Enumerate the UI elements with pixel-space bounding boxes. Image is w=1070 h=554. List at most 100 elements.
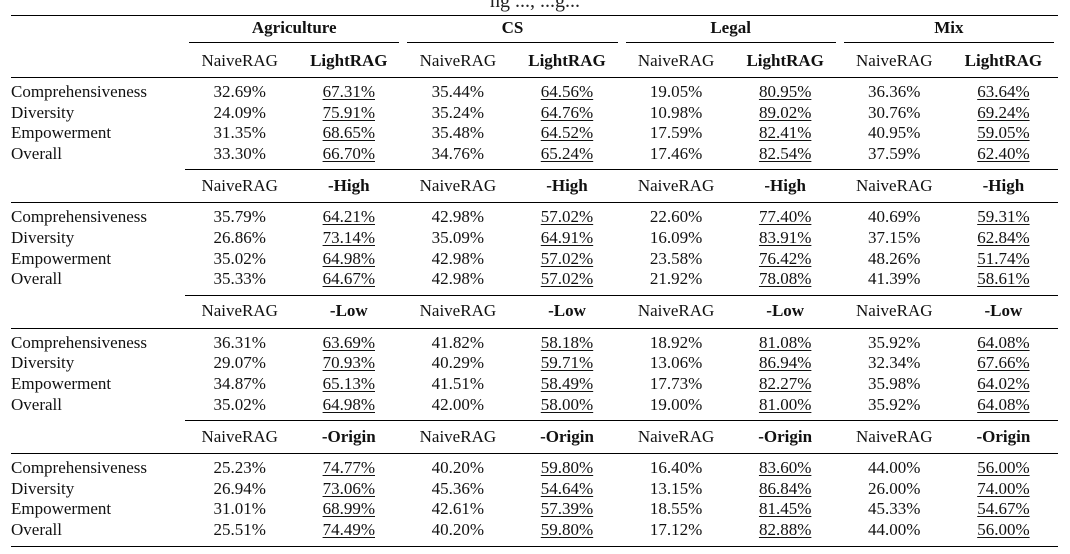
winner-value: 82.88% <box>758 519 812 539</box>
winner-value-cell: 80.95% <box>731 78 840 103</box>
metric-label: Empowerment <box>11 248 112 268</box>
winner-value-cell: 56.00% <box>948 519 1058 547</box>
baseline-value-cell: 25.23% <box>213 458 266 478</box>
winner-value-cell: 86.94% <box>731 353 840 374</box>
table-row: Empowerment 31.01% 68.99% 42.61% 57.39% 18.55… <box>11 499 1058 520</box>
winner-value: 77.40% <box>758 207 812 227</box>
metric-label: Empowerment <box>11 123 112 143</box>
baseline-value-cell: 35.09% <box>431 227 485 247</box>
baseline-value-cell: 13.15% <box>649 478 703 498</box>
winner-value: 56.00% <box>977 458 1030 478</box>
table-row: Overall 33.30% 66.70% 34.76% 65.24% 17.46% 82.… <box>11 144 1058 170</box>
variant-label: -Origin <box>512 420 622 455</box>
baseline-value-cell: 40.20% <box>431 458 485 478</box>
winner-value: 64.21% <box>322 207 375 227</box>
baseline-value-cell: 42.98% <box>431 269 485 289</box>
variant-label: LightRAG <box>948 45 1058 78</box>
baseline-value-cell: 44.00% <box>868 458 921 478</box>
baseline-value-cell: 18.55% <box>649 499 703 519</box>
baseline-value-cell: 22.60% <box>649 207 703 227</box>
winner-value: 59.71% <box>540 353 594 373</box>
variant-label: -Origin <box>730 420 840 455</box>
baseline-label: NaiveRAG <box>621 294 731 329</box>
baseline-label: NaiveRAG <box>839 294 949 329</box>
winner-value-cell: 65.24% <box>512 144 621 170</box>
winner-value: 78.08% <box>758 269 812 289</box>
winner-value: 64.56% <box>540 82 594 101</box>
baseline-value-cell: 16.09% <box>649 227 703 247</box>
caption-fragment: ng ..., ...g... <box>490 0 580 12</box>
winner-value-cell: 64.08% <box>949 395 1058 421</box>
metric-label: Comprehensiveness <box>11 458 147 478</box>
winner-value-cell: 54.67% <box>949 499 1058 520</box>
baseline-value-cell: 36.31% <box>213 332 266 352</box>
winner-value-cell: 57.02% <box>512 203 621 228</box>
winner-value: 62.84% <box>977 227 1030 247</box>
winner-value: 70.93% <box>322 353 375 373</box>
winner-value-cell: 82.54% <box>731 144 840 170</box>
baseline-value-cell: 37.59% <box>868 143 921 163</box>
winner-value-cell: 51.74% <box>949 249 1058 270</box>
winner-value: 58.18% <box>540 332 594 352</box>
winner-value: 74.00% <box>977 478 1030 498</box>
baseline-value-cell: 37.15% <box>868 227 921 247</box>
winner-value-cell: 64.02% <box>949 374 1058 395</box>
baseline-label: NaiveRAG <box>839 169 949 204</box>
metric-label: Overall <box>11 269 62 289</box>
winner-value-cell: 74.00% <box>949 479 1058 500</box>
winner-value: 69.24% <box>977 102 1030 122</box>
winner-value-cell: 63.64% <box>949 78 1058 103</box>
blank-cell <box>11 295 186 329</box>
winner-value: 89.02% <box>758 102 812 122</box>
winner-value: 51.74% <box>977 248 1030 268</box>
baseline-value-cell: 24.09% <box>213 102 266 122</box>
winner-value: 64.98% <box>322 394 375 414</box>
variant-label: -Origin <box>294 420 404 455</box>
winner-value-cell: 56.00% <box>949 454 1058 479</box>
winner-value-cell: 83.91% <box>731 228 840 249</box>
winner-value-cell: 69.24% <box>949 103 1058 124</box>
winner-value: 59.80% <box>540 519 594 539</box>
winner-value: 54.64% <box>540 478 594 498</box>
winner-value-cell: 75.91% <box>294 103 403 124</box>
baseline-value-cell: 35.24% <box>431 102 485 122</box>
baseline-value-cell: 21.92% <box>649 269 703 289</box>
winner-value: 81.00% <box>758 394 812 414</box>
winner-value: 64.08% <box>977 332 1030 352</box>
winner-value-cell: 68.99% <box>294 499 403 520</box>
winner-value-cell: 73.14% <box>294 228 403 249</box>
winner-value: 64.08% <box>977 394 1030 414</box>
winner-value: 74.49% <box>322 519 375 539</box>
table-row: Comprehensiveness 32.69% 67.31% 35.44% 64.56… <box>11 78 1058 103</box>
baseline-value-cell: 25.51% <box>185 519 295 547</box>
winner-value: 59.80% <box>540 458 594 478</box>
results-table: Agriculture CS Legal Mix NaiveRAG LightRA… <box>11 15 1058 547</box>
winner-value-cell: 78.08% <box>731 269 840 295</box>
baseline-label: NaiveRAG <box>839 420 949 455</box>
baseline-value-cell: 18.92% <box>649 332 703 352</box>
winner-value-cell: 59.80% <box>512 454 621 479</box>
metric-label: Empowerment <box>11 499 112 519</box>
metric-label: Diversity <box>11 478 75 498</box>
winner-value-cell: 59.05% <box>949 123 1058 144</box>
winner-value-cell: 89.02% <box>731 103 840 124</box>
winner-value: 58.00% <box>540 394 594 414</box>
baseline-value-cell: 35.33% <box>213 269 266 289</box>
metric-label: Diversity <box>11 102 75 122</box>
baseline-value-cell: 32.34% <box>868 353 921 373</box>
baseline-label: NaiveRAG <box>403 294 513 329</box>
winner-value: 73.14% <box>322 227 375 247</box>
domain-header-row: Agriculture CS Legal Mix <box>11 15 1058 46</box>
baseline-value-cell: 30.76% <box>868 102 921 122</box>
method-header-row: NaiveRAG -Low NaiveRAG -Low NaiveRAG -Low Naiv… <box>11 294 1058 329</box>
baseline-value-cell: 35.48% <box>431 123 485 143</box>
winner-value: 57.02% <box>540 269 594 289</box>
variant-label: -Low <box>294 294 404 329</box>
baseline-value-cell: 41.82% <box>431 332 485 352</box>
winner-value: 73.06% <box>322 478 375 498</box>
baseline-value-cell: 45.36% <box>431 478 485 498</box>
winner-value: 64.67% <box>322 269 375 289</box>
metric-label: Comprehensiveness <box>11 207 147 227</box>
winner-value: 58.61% <box>977 269 1030 289</box>
baseline-value-cell: 35.02% <box>213 248 266 268</box>
